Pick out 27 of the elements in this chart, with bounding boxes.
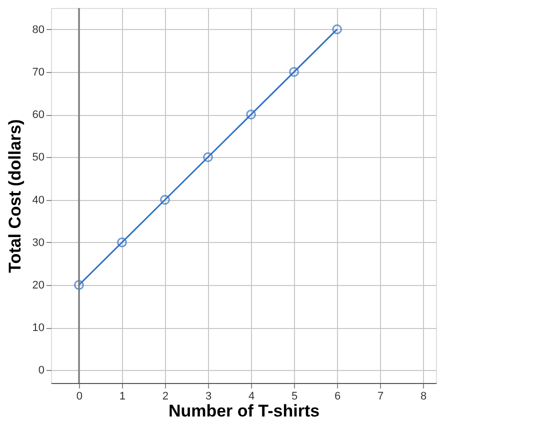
x-tick-label: 7: [378, 390, 384, 402]
x-tick-label: 6: [334, 390, 341, 402]
point: [117, 237, 127, 248]
x-tick-label: 8: [420, 390, 427, 402]
point: [289, 66, 299, 77]
point: [332, 24, 342, 34]
y-tick-label: 70: [32, 66, 44, 78]
point: [203, 152, 213, 162]
y-axis-title: Total Cost (dollars): [5, 119, 24, 273]
y-tick-label: 40: [32, 194, 44, 206]
x-tick-label: 3: [205, 390, 212, 402]
x-tick-label: 4: [248, 390, 255, 402]
x-tick-label: 2: [162, 390, 169, 402]
x-axis-title: Number of T-shirts: [168, 402, 320, 420]
y-tick-label: 30: [32, 236, 44, 249]
y-tick-label: 10: [32, 322, 44, 334]
y-tick-label: 50: [32, 152, 44, 164]
y-tick-label: 0: [38, 364, 44, 377]
point: [74, 280, 84, 290]
y-tick-label: 80: [32, 24, 44, 36]
y-tick-label: 20: [32, 279, 44, 292]
x-tick-label: 1: [119, 390, 126, 402]
point: [160, 194, 170, 205]
x-tick-label: 5: [291, 390, 298, 402]
x-tick-label: 0: [76, 390, 83, 402]
point: [246, 110, 256, 120]
y-tick-label: 60: [32, 109, 44, 122]
